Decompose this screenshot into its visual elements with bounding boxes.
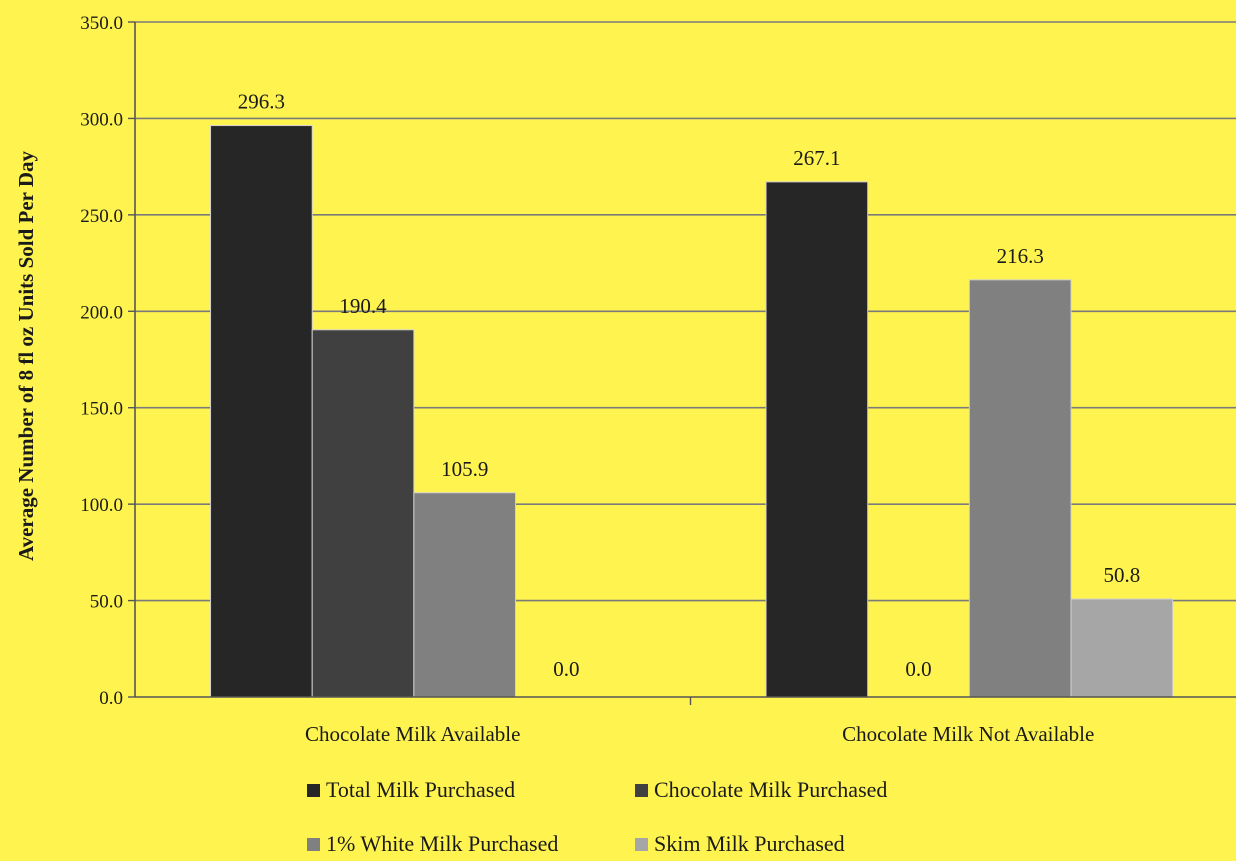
x-category-label: Chocolate Milk Available <box>305 722 520 746</box>
data-label: 105.9 <box>441 457 488 481</box>
y-tick-label: 100.0 <box>80 495 123 516</box>
legend-label: Skim Milk Purchased <box>654 831 845 856</box>
bars <box>210 125 1174 698</box>
bar <box>311 329 415 698</box>
data-label: 0.0 <box>553 657 579 681</box>
bar <box>968 279 1072 698</box>
y-tick-label: 200.0 <box>80 302 123 323</box>
bar <box>765 181 869 698</box>
y-tick-label: 150.0 <box>80 399 123 420</box>
legend-label: 1% White Milk Purchased <box>326 831 558 856</box>
x-axis-categories: Chocolate Milk Available Chocolate Milk N… <box>305 722 1094 746</box>
bar <box>1070 598 1174 698</box>
legend-label: Total Milk Purchased <box>326 777 515 802</box>
x-category-label: Chocolate Milk Not Available <box>842 722 1094 746</box>
axes <box>134 22 1236 705</box>
data-label: 190.4 <box>339 294 387 318</box>
data-label: 267.1 <box>793 146 840 170</box>
data-labels: 296.3 190.4 105.9 0.0 267.1 0.0 216.3 50.8 <box>238 90 1140 681</box>
y-tick-label: 350.0 <box>80 13 123 34</box>
legend-swatch <box>635 838 648 851</box>
legend-label: Chocolate Milk Purchased <box>654 777 887 802</box>
data-label: 50.8 <box>1103 563 1140 587</box>
y-tick-label: 50.0 <box>90 592 123 613</box>
y-axis-ticks: 0.0 50.0 100.0 150.0 200.0 250.0 300.0 350.0 <box>80 13 135 709</box>
data-label: 296.3 <box>238 90 285 114</box>
bar <box>413 492 517 698</box>
bar <box>210 125 313 698</box>
y-tick-label: 300.0 <box>80 109 123 130</box>
y-axis-label: Average Number of 8 fl oz Units Sold Per… <box>14 150 38 561</box>
legend-swatch <box>307 784 320 797</box>
y-tick-label: 250.0 <box>80 206 123 227</box>
legend-swatch <box>635 784 648 797</box>
legend: Total Milk Purchased Chocolate Milk Purch… <box>307 777 887 856</box>
legend-swatch <box>307 838 320 851</box>
y-tick-label: 0.0 <box>99 688 123 709</box>
data-label: 0.0 <box>905 657 931 681</box>
data-label: 216.3 <box>997 244 1044 268</box>
